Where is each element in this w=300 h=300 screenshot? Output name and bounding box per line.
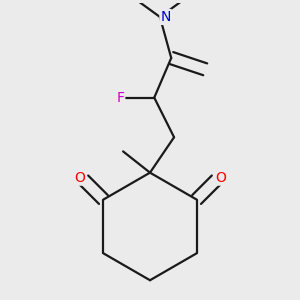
Text: O: O bbox=[215, 171, 226, 185]
Text: N: N bbox=[160, 10, 171, 24]
Text: O: O bbox=[74, 171, 85, 185]
Text: F: F bbox=[116, 91, 124, 105]
